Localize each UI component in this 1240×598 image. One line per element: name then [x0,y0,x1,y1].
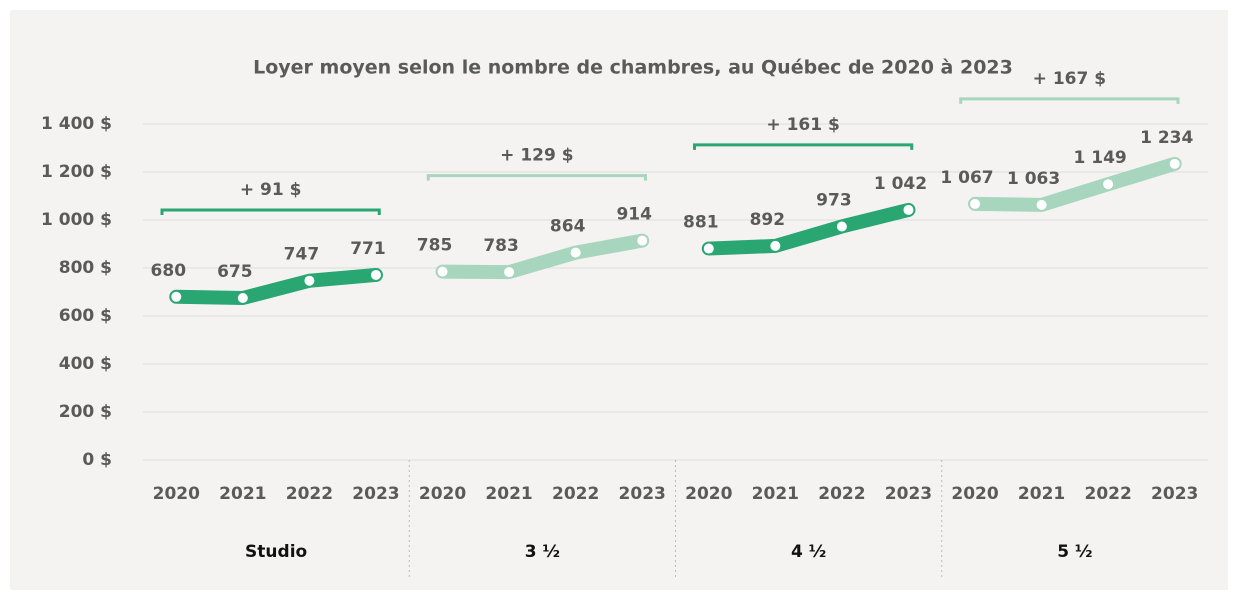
line [169,267,383,305]
x-tick-label: 2021 [219,484,266,504]
x-tick-label: 2021 [485,484,532,504]
value-label: 864 [550,217,586,237]
y-tick-label: 600 $ [59,306,112,326]
point [903,204,914,215]
value-label: 973 [816,190,852,210]
value-label: 785 [417,236,453,256]
point [1103,179,1114,190]
x-tick-label: 2020 [685,484,732,504]
point [504,267,515,278]
value-label: 1 063 [1007,169,1060,189]
x-tick-label: 2023 [619,484,666,504]
point [703,243,714,254]
y-tick-label: 200 $ [59,402,112,422]
point [970,198,981,209]
line [968,156,1182,212]
point [171,291,182,302]
x-tick-label: 2022 [818,484,865,504]
point [237,293,248,303]
x-tick-label: 2023 [1151,484,1198,504]
group-label: Studio [245,542,307,562]
y-tick-label: 1 400 $ [41,114,112,134]
y-tick-label: 1 200 $ [41,162,112,182]
value-label: 892 [750,210,786,230]
value-label: 1 234 [1140,128,1193,148]
y-tick-label: 1 000 $ [41,210,112,230]
point [1169,158,1180,169]
bracket [160,208,381,215]
group-label: 3 ½ [525,542,560,562]
group-label: 4 ½ [791,542,826,562]
point [570,247,581,258]
value-label: 1 149 [1074,148,1127,168]
annotation: + 129 $ [500,146,573,166]
line [701,202,916,256]
bracket [959,97,1180,104]
x-tick-label: 2022 [1084,484,1131,504]
annotation: + 161 $ [766,115,839,135]
x-tick-label: 2023 [885,484,932,504]
point [637,235,648,246]
annotation: + 167 $ [1033,69,1106,89]
x-tick-label: 2023 [352,484,399,504]
x-tick-label: 2022 [286,484,333,504]
value-label: 771 [350,239,386,259]
group-label: 5 ½ [1057,542,1092,562]
point [304,275,315,286]
value-label: 914 [616,205,652,225]
x-tick-label: 2020 [419,484,466,504]
value-label: 675 [217,262,253,282]
value-label: 1 042 [874,174,927,194]
value-label: 747 [284,245,320,265]
point [1036,199,1047,210]
y-tick-label: 800 $ [59,258,112,278]
annotation: + 91 $ [240,180,302,200]
bracket [426,174,647,181]
line [435,233,650,280]
value-label: 783 [483,236,519,256]
chart-title: Loyer moyen selon le nombre de chambres,… [253,57,1013,79]
point [770,240,781,251]
value-label: 1 067 [940,168,993,188]
y-tick-label: 0 $ [82,450,112,470]
point [437,266,448,277]
point [370,269,381,280]
value-label: 680 [151,261,187,281]
x-tick-label: 2021 [752,484,799,504]
bracket [693,143,914,150]
x-tick-label: 2020 [951,484,998,504]
x-tick-label: 2021 [1018,484,1065,504]
value-label: 881 [683,213,719,233]
x-tick-label: 2020 [153,484,200,504]
y-tick-label: 400 $ [59,354,112,374]
x-tick-label: 2022 [552,484,599,504]
point [836,221,847,232]
